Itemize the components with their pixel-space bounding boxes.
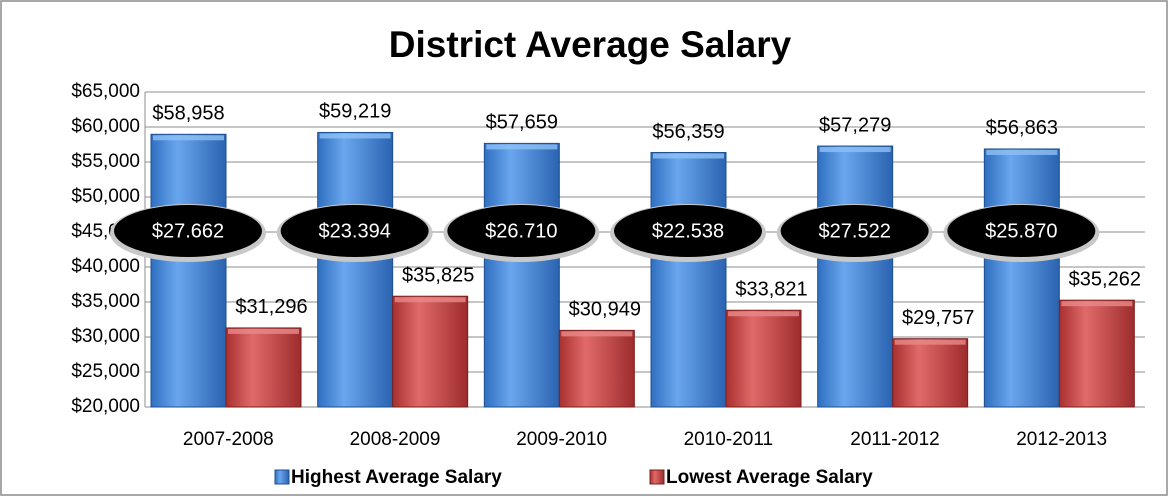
y-tick-label: $40,000 [71, 256, 140, 277]
annotation-bubble [280, 205, 429, 257]
y-tick-label: $65,000 [71, 81, 140, 102]
bar-top [228, 328, 299, 334]
annotation-bubble [447, 205, 596, 257]
data-label: $56,863 [986, 117, 1058, 139]
bar [392, 295, 469, 408]
y-tick-label: $35,000 [71, 291, 140, 312]
annotation: $23.394 [319, 220, 391, 242]
x-tick-label: 2012-2013 [1016, 429, 1107, 450]
bar [650, 151, 727, 408]
x-tick-label: 2008-2009 [350, 429, 441, 450]
data-label: $30,949 [569, 299, 641, 321]
bar-top [728, 311, 799, 317]
y-tick-label: $30,000 [71, 326, 140, 347]
data-label: $31,296 [235, 296, 307, 318]
annotation-bubble [114, 205, 262, 257]
data-label: $57,279 [819, 114, 891, 136]
data-label: $59,219 [319, 101, 391, 123]
data-label: $35,262 [1069, 268, 1141, 290]
bar-top [394, 297, 466, 303]
y-tick-label: $55,000 [71, 151, 140, 172]
bar-top [486, 144, 558, 150]
x-tick-label: 2011-2012 [850, 429, 939, 450]
bar-top [153, 135, 224, 141]
bar [483, 142, 560, 408]
annotation-bubble [780, 205, 929, 257]
bar-top [561, 331, 633, 337]
bar [150, 133, 227, 408]
y-tick-label: $60,000 [71, 116, 140, 137]
x-tick-label: 2009-2010 [516, 429, 607, 450]
data-label: $57,659 [486, 112, 558, 134]
bar [1058, 299, 1135, 408]
annotation-bubble [614, 205, 762, 257]
legend-label: Highest Average Salary [291, 467, 502, 488]
data-label: $35,825 [402, 265, 474, 287]
annotation: $27.522 [819, 220, 891, 242]
bar [983, 148, 1060, 408]
annotation: $27.662 [152, 220, 224, 242]
chart-title: District Average Salary [389, 24, 792, 65]
bar-top [986, 149, 1058, 155]
bar [892, 338, 969, 408]
bar [817, 145, 894, 408]
legend-swatch [274, 469, 290, 485]
legend-swatch [649, 469, 665, 485]
bar [558, 329, 635, 408]
y-tick-label: $25,000 [71, 361, 140, 382]
data-label: $33,821 [735, 279, 807, 301]
data-label: $29,757 [902, 307, 974, 329]
data-label: $56,359 [652, 121, 724, 143]
annotation: $25.870 [985, 220, 1057, 242]
annotation-bubble [947, 205, 1096, 257]
bar-top [1061, 301, 1133, 307]
y-tick-label: $20,000 [71, 396, 140, 417]
bar-top [819, 147, 891, 153]
bar-top [653, 153, 724, 159]
data-label: $58,958 [152, 103, 224, 125]
y-tick-label: $50,000 [71, 186, 140, 207]
bar [317, 131, 394, 408]
legend-label: Lowest Average Salary [666, 467, 873, 488]
bar [725, 309, 802, 408]
bar-top [894, 339, 966, 345]
bar-top [319, 133, 391, 139]
annotation: $22.538 [652, 220, 724, 242]
annotation: $26.710 [485, 220, 557, 242]
bar [225, 327, 302, 408]
x-tick-label: 2007-2008 [183, 429, 274, 450]
x-tick-label: 2010-2011 [684, 429, 773, 450]
